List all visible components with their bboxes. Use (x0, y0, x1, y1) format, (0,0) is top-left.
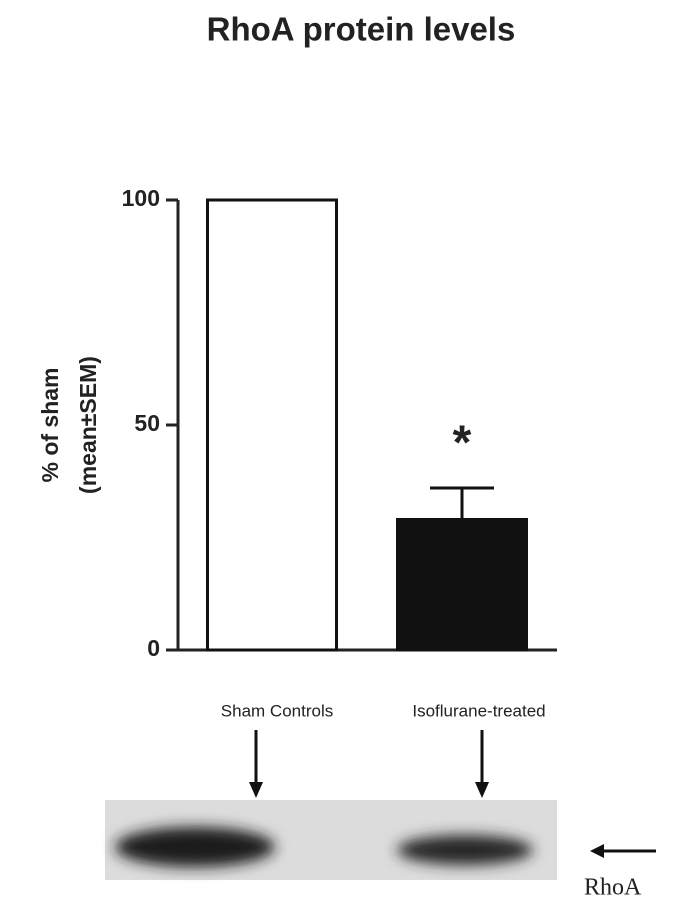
significance-marker: * (453, 417, 472, 470)
x-tick-label: Sham Controls (221, 701, 333, 720)
blot-band (115, 827, 275, 867)
western-blot: RhoA (105, 730, 656, 901)
arrow-head (590, 844, 604, 858)
bar (208, 200, 337, 650)
chart: RhoA protein levels % of sham (mean±SEM)… (0, 0, 687, 907)
y-tick-label: 0 (147, 635, 160, 661)
chart-title: RhoA protein levels (207, 11, 516, 48)
y-axis-label-line: % of sham (37, 367, 63, 482)
arrow-head (249, 782, 263, 798)
blot-band (397, 835, 533, 865)
y-tick-label: 100 (122, 185, 160, 211)
blot-label: RhoA (584, 875, 642, 901)
y-tick-label: 50 (134, 410, 160, 436)
y-axis-label-line: (mean±SEM) (75, 356, 101, 494)
y-axis-label: % of sham (mean±SEM) (37, 356, 101, 494)
error-bar (430, 488, 494, 520)
bar (398, 520, 527, 651)
x-tick-label: Isoflurane-treated (412, 701, 545, 720)
arrow-head (475, 782, 489, 798)
